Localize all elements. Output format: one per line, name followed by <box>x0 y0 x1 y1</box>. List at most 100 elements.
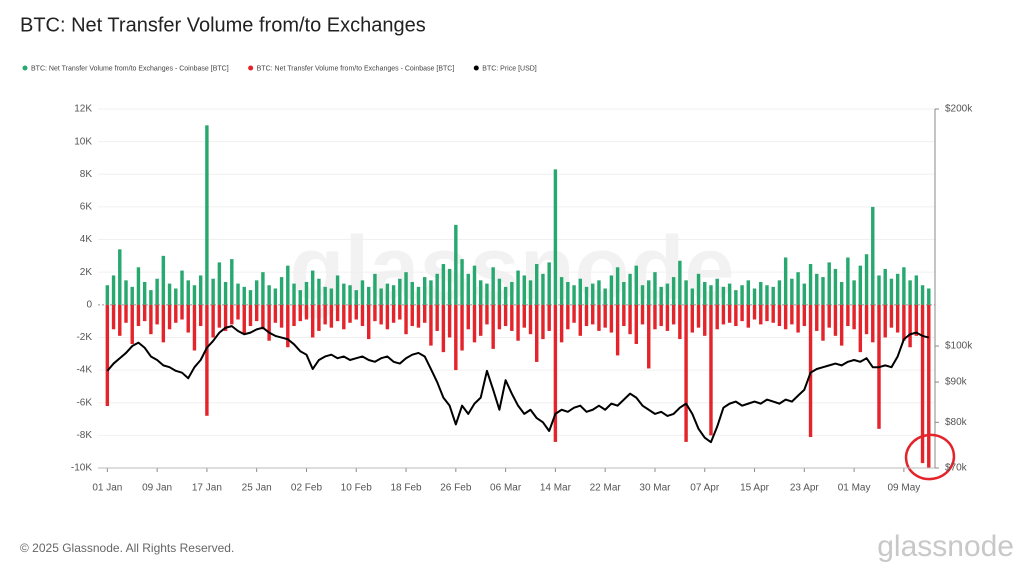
bar <box>503 304 508 327</box>
bar <box>771 304 775 323</box>
footer: © 2025 Glassnode. All Rights Reserved. <box>20 541 234 555</box>
bar <box>740 285 744 305</box>
bar <box>485 304 489 325</box>
y-tick-label: -4K <box>76 365 92 376</box>
bar <box>858 265 863 305</box>
bar <box>615 304 620 356</box>
bar <box>821 277 825 305</box>
bar <box>304 281 309 305</box>
bar <box>323 286 327 305</box>
bar <box>286 304 290 348</box>
y-tick-label: 2K <box>80 267 93 278</box>
bar <box>180 270 184 305</box>
bar <box>883 268 887 305</box>
bar <box>149 304 153 335</box>
bar <box>391 304 396 323</box>
bar <box>591 283 595 305</box>
bar <box>591 304 595 325</box>
bar <box>416 304 421 328</box>
bar <box>242 304 246 335</box>
bar <box>709 304 713 436</box>
bar <box>366 304 371 340</box>
bar <box>366 286 371 305</box>
bar <box>310 304 315 338</box>
bar <box>248 304 253 327</box>
bar <box>802 304 807 327</box>
bar <box>217 304 222 328</box>
bar <box>740 304 744 322</box>
bar <box>385 304 390 330</box>
x-tick-label: 09 May <box>887 483 920 494</box>
bar <box>391 285 396 305</box>
bar <box>839 304 844 346</box>
x-tick-label: 23 Apr <box>790 483 820 494</box>
bar <box>236 304 240 320</box>
x-tick-label: 15 Apr <box>740 483 770 494</box>
bar <box>261 272 265 305</box>
bar <box>871 206 875 305</box>
bar <box>516 304 520 341</box>
bar <box>535 304 539 362</box>
bar <box>161 304 166 343</box>
bar <box>927 288 931 305</box>
bar <box>895 273 900 305</box>
bar <box>111 304 116 330</box>
bar <box>510 304 514 331</box>
bar <box>858 304 863 353</box>
legend-label: BTC: Net Transfer Volume from/to Exchang… <box>31 65 229 72</box>
bar <box>759 304 763 325</box>
bar <box>889 304 894 328</box>
bar <box>273 304 278 323</box>
bar <box>671 304 676 325</box>
bar <box>379 304 383 325</box>
bar <box>839 281 844 305</box>
bar <box>379 288 383 305</box>
y-tick-label: -6K <box>76 397 92 408</box>
bar <box>703 304 707 336</box>
bar <box>124 304 128 323</box>
bar <box>647 304 651 369</box>
x-tick-label: 26 Feb <box>440 483 472 494</box>
bar <box>354 304 358 320</box>
bar <box>472 265 477 305</box>
bar <box>752 288 757 305</box>
bar <box>479 280 483 305</box>
bar <box>783 257 788 305</box>
bar <box>709 285 713 305</box>
bar <box>821 304 825 341</box>
bar <box>142 304 147 322</box>
bar <box>248 290 253 305</box>
bar <box>491 267 495 305</box>
bar <box>205 125 209 305</box>
bar <box>211 278 215 305</box>
bar <box>348 285 352 305</box>
bar <box>628 273 632 305</box>
bar <box>254 280 259 305</box>
bar <box>447 268 452 305</box>
bar <box>516 270 520 305</box>
bar <box>547 262 551 305</box>
bar <box>609 275 614 305</box>
bar <box>902 267 906 305</box>
bar <box>435 304 439 331</box>
x-tick-label: 02 Feb <box>291 483 323 494</box>
bar <box>180 304 184 320</box>
annotation-circle <box>904 433 956 481</box>
bar <box>466 304 470 330</box>
bar <box>622 304 626 327</box>
bar <box>827 304 831 328</box>
bar <box>566 304 570 330</box>
y-tick-label: 12K <box>74 104 92 115</box>
bar <box>373 304 377 322</box>
bar <box>528 280 533 305</box>
bar <box>136 267 141 305</box>
bar <box>161 255 166 305</box>
bar <box>584 304 589 327</box>
bar <box>833 304 838 336</box>
y-tick-label: 4K <box>80 234 93 245</box>
bar <box>472 304 477 343</box>
bar <box>566 281 570 305</box>
bar <box>211 304 215 338</box>
bar <box>142 281 147 305</box>
bar <box>155 304 159 325</box>
